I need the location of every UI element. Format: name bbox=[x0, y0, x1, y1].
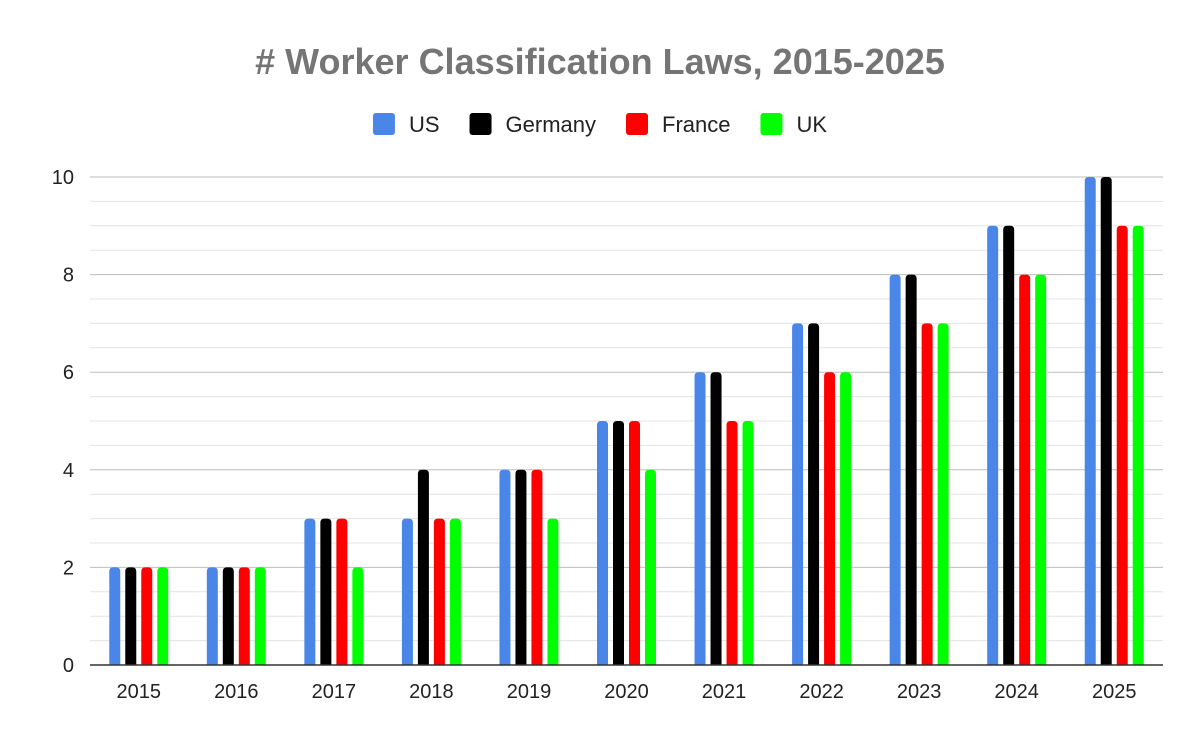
bar-uk-2020 bbox=[645, 469, 656, 665]
bar-uk-2015 bbox=[157, 567, 169, 665]
x-tick-label: 2023 bbox=[897, 681, 942, 703]
x-axis: 2015 2016 2017 2018 2019 2020 2021 2022 2023 2024… bbox=[117, 681, 1137, 703]
legend-item-us: US bbox=[372, 112, 440, 137]
bar-us-2016 bbox=[206, 567, 218, 665]
x-tick-label: 2020 bbox=[604, 681, 649, 703]
y-tick-label: 4 bbox=[63, 460, 74, 482]
x-tick-label: 2024 bbox=[994, 681, 1039, 703]
bar-us-2018 bbox=[401, 518, 413, 665]
bar-uk-2017 bbox=[352, 567, 364, 665]
bar-france-2019 bbox=[531, 469, 543, 665]
bar-uk-2018 bbox=[449, 518, 461, 665]
legend-label: France bbox=[662, 112, 730, 137]
legend-label: Germany bbox=[506, 112, 596, 137]
bar-germany-2015 bbox=[125, 567, 137, 665]
legend-swatch bbox=[469, 113, 492, 135]
bar-germany-2021 bbox=[710, 372, 722, 665]
x-tick-label: 2022 bbox=[799, 681, 844, 703]
bar-germany-2023 bbox=[905, 274, 917, 665]
bar-uk-2019 bbox=[547, 518, 559, 665]
y-tick-label: 8 bbox=[63, 265, 74, 287]
y-axis: 0 2 4 6 8 10 bbox=[52, 167, 74, 677]
legend-swatch bbox=[372, 113, 395, 135]
bar-us-2025 bbox=[1084, 177, 1096, 665]
x-tick-label: 2015 bbox=[117, 681, 162, 703]
bar-germany-2017 bbox=[320, 518, 332, 665]
bar-germany-2024 bbox=[1003, 225, 1015, 666]
bar-france-2015 bbox=[141, 567, 153, 665]
bar-uk-2024 bbox=[1035, 274, 1047, 665]
legend-item-france: France bbox=[626, 112, 730, 137]
gridlines bbox=[90, 176, 1163, 642]
bar-us-2021 bbox=[694, 372, 706, 665]
y-tick-label: 2 bbox=[63, 557, 74, 579]
bar-uk-2022 bbox=[840, 372, 852, 665]
bar-uk-2016 bbox=[254, 567, 266, 665]
legend-item-germany: Germany bbox=[469, 112, 596, 137]
legend: US Germany France UK bbox=[372, 112, 827, 137]
bar-us-2020 bbox=[597, 421, 608, 665]
bar-germany-2022 bbox=[808, 323, 820, 665]
x-tick-label: 2017 bbox=[312, 681, 357, 703]
bar-france-2021 bbox=[726, 421, 738, 665]
legend-label: US bbox=[409, 112, 440, 137]
bar-germany-2018 bbox=[417, 469, 429, 665]
legend-item-uk: UK bbox=[760, 112, 827, 137]
x-tick-label: 2019 bbox=[507, 681, 552, 703]
legend-swatch bbox=[626, 113, 648, 135]
x-tick-label: 2016 bbox=[214, 681, 259, 703]
bar-us-2017 bbox=[304, 518, 316, 665]
bar-france-2022 bbox=[824, 372, 836, 665]
bar-us-2019 bbox=[499, 469, 511, 665]
bar-us-2015 bbox=[109, 567, 121, 665]
bar-france-2023 bbox=[921, 323, 933, 665]
y-tick-label: 6 bbox=[63, 362, 74, 384]
bar-germany-2016 bbox=[222, 567, 234, 665]
bar-us-2024 bbox=[987, 225, 999, 666]
bar-uk-2025 bbox=[1132, 225, 1144, 666]
legend-label: UK bbox=[796, 112, 827, 137]
y-tick-label: 10 bbox=[52, 167, 74, 189]
bar-germany-2019 bbox=[515, 469, 527, 665]
bar-uk-2023 bbox=[937, 323, 949, 665]
bar-france-2024 bbox=[1019, 274, 1031, 665]
legend-swatch bbox=[760, 113, 783, 135]
x-tick-label: 2025 bbox=[1092, 681, 1137, 703]
y-tick-label: 0 bbox=[63, 655, 74, 677]
x-tick-label: 2018 bbox=[409, 681, 454, 703]
bar-france-2016 bbox=[238, 567, 250, 665]
bar-france-2020 bbox=[629, 421, 640, 665]
bar-us-2022 bbox=[792, 323, 804, 665]
bars bbox=[109, 177, 1144, 666]
bar-germany-2025 bbox=[1100, 177, 1112, 665]
bar-us-2023 bbox=[889, 274, 901, 665]
bar-france-2017 bbox=[336, 518, 348, 665]
chart-title: # Worker Classification Laws, 2015-2025 bbox=[255, 41, 945, 82]
bar-france-2025 bbox=[1116, 225, 1128, 666]
bar-uk-2021 bbox=[742, 421, 754, 665]
bar-germany-2020 bbox=[613, 421, 624, 665]
bar-france-2018 bbox=[433, 518, 445, 665]
x-tick-label: 2021 bbox=[702, 681, 747, 703]
